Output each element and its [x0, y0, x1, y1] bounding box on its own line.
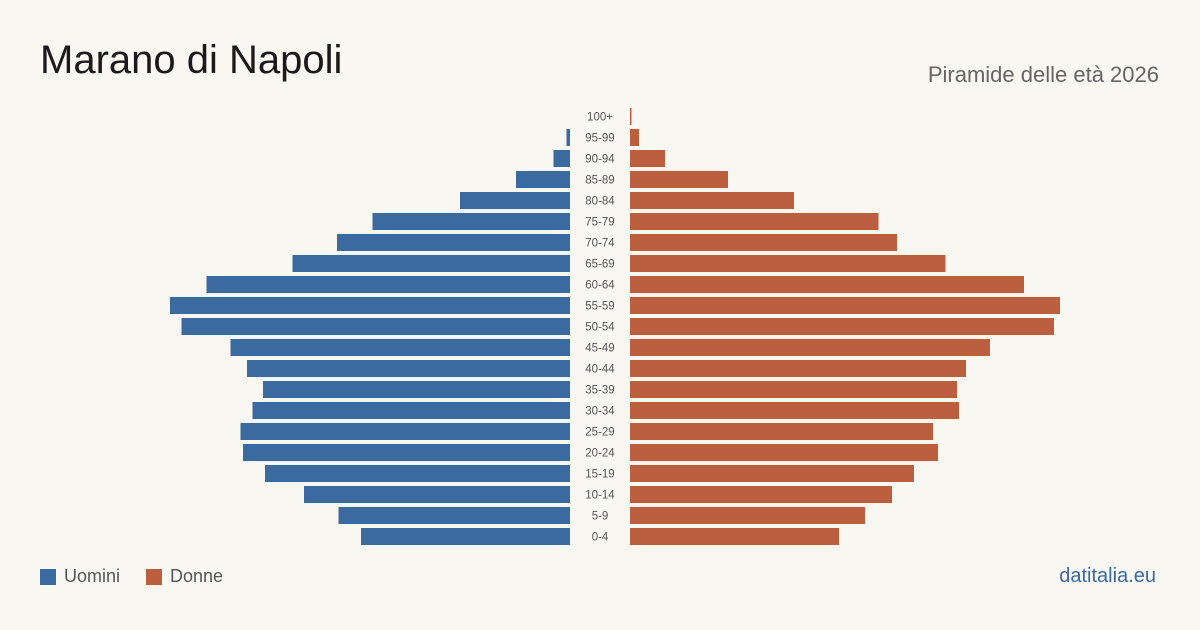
- bar-uomini-35-39: [263, 381, 570, 398]
- bar-uomini-75-79: [372, 213, 570, 230]
- age-label-65-69: 65-69: [585, 259, 614, 271]
- age-label-20-24: 20-24: [585, 448, 615, 460]
- legend-swatch-donne: [146, 568, 163, 585]
- bar-uomini-0-4: [361, 528, 570, 545]
- bar-donne-15-19: [630, 465, 914, 482]
- bar-donne-35-39: [630, 381, 957, 398]
- bar-donne-40-44: [630, 360, 966, 377]
- legend-swatch-uomini: [40, 568, 56, 585]
- bar-donne-50-54: [630, 318, 1054, 335]
- bar-uomini-30-34: [252, 402, 570, 419]
- age-label-10-14: 10-14: [585, 490, 615, 502]
- age-label-90-94: 90-94: [585, 154, 615, 166]
- bar-uomini-40-44: [247, 360, 570, 377]
- bar-donne-55-59: [630, 297, 1060, 314]
- page-title: Marano di Napoli: [40, 38, 343, 82]
- chart-subtitle: Piramide delle età 2026: [927, 62, 1159, 87]
- bar-donne-70-74: [630, 234, 897, 251]
- age-label-50-54: 50-54: [585, 322, 615, 334]
- age-label-60-64: 60-64: [585, 280, 615, 292]
- age-label-95-99: 95-99: [585, 133, 614, 145]
- legend-label-donne: Donne: [170, 566, 224, 586]
- bar-donne-65-69: [630, 255, 946, 272]
- bar-donne-75-79: [630, 213, 879, 230]
- bar-uomini-80-84: [460, 192, 570, 209]
- legend-label-uomini: Uomini: [64, 566, 121, 586]
- bar-uomini-25-29: [240, 423, 570, 440]
- bar-uomini-60-64: [206, 276, 570, 293]
- bar-donne-60-64: [630, 276, 1024, 293]
- age-label-25-29: 25-29: [585, 427, 614, 439]
- bar-donne-100plus: [630, 108, 632, 125]
- legend-item-donne: Donne: [146, 566, 223, 587]
- bar-uomini-55-59: [170, 297, 570, 314]
- age-label-35-39: 35-39: [585, 385, 614, 397]
- bar-donne-25-29: [630, 423, 933, 440]
- bar-donne-90-94: [630, 150, 665, 167]
- bar-uomini-50-54: [181, 318, 570, 335]
- bar-donne-95-99: [630, 129, 639, 146]
- bar-uomini-65-69: [292, 255, 570, 272]
- legend-item-uomini: Uomini: [40, 566, 120, 587]
- bar-uomini-5-9: [338, 507, 570, 524]
- bar-uomini-20-24: [243, 444, 570, 461]
- age-label-85-89: 85-89: [585, 175, 614, 187]
- bar-uomini-95-99: [566, 129, 570, 146]
- age-label-80-84: 80-84: [585, 196, 615, 208]
- age-label-70-74: 70-74: [585, 238, 615, 250]
- bar-uomini-15-19: [265, 465, 570, 482]
- age-label-30-34: 30-34: [585, 406, 615, 418]
- age-label-75-79: 75-79: [585, 217, 614, 229]
- age-label-5-9: 5-9: [592, 511, 609, 523]
- bar-uomini-90-94: [553, 150, 570, 167]
- bar-donne-85-89: [630, 171, 728, 188]
- bar-donne-45-49: [630, 339, 990, 356]
- age-label-15-19: 15-19: [585, 469, 614, 481]
- age-label-55-59: 55-59: [585, 301, 614, 313]
- legend: Uomini Donne: [40, 566, 249, 587]
- age-label-0-4: 0-4: [592, 532, 609, 544]
- age-label-100plus: 100+: [587, 112, 613, 124]
- source-link[interactable]: datitalia.eu: [1059, 565, 1156, 587]
- age-label-45-49: 45-49: [585, 343, 614, 355]
- bar-donne-20-24: [630, 444, 938, 461]
- bar-uomini-10-14: [304, 486, 570, 503]
- bar-donne-30-34: [630, 402, 959, 419]
- bar-uomini-45-49: [230, 339, 570, 356]
- bar-donne-10-14: [630, 486, 892, 503]
- bar-donne-5-9: [630, 507, 865, 524]
- bar-uomini-85-89: [516, 171, 570, 188]
- bar-donne-80-84: [630, 192, 794, 209]
- age-label-40-44: 40-44: [585, 364, 615, 376]
- bar-donne-0-4: [630, 528, 839, 545]
- bar-uomini-70-74: [337, 234, 570, 251]
